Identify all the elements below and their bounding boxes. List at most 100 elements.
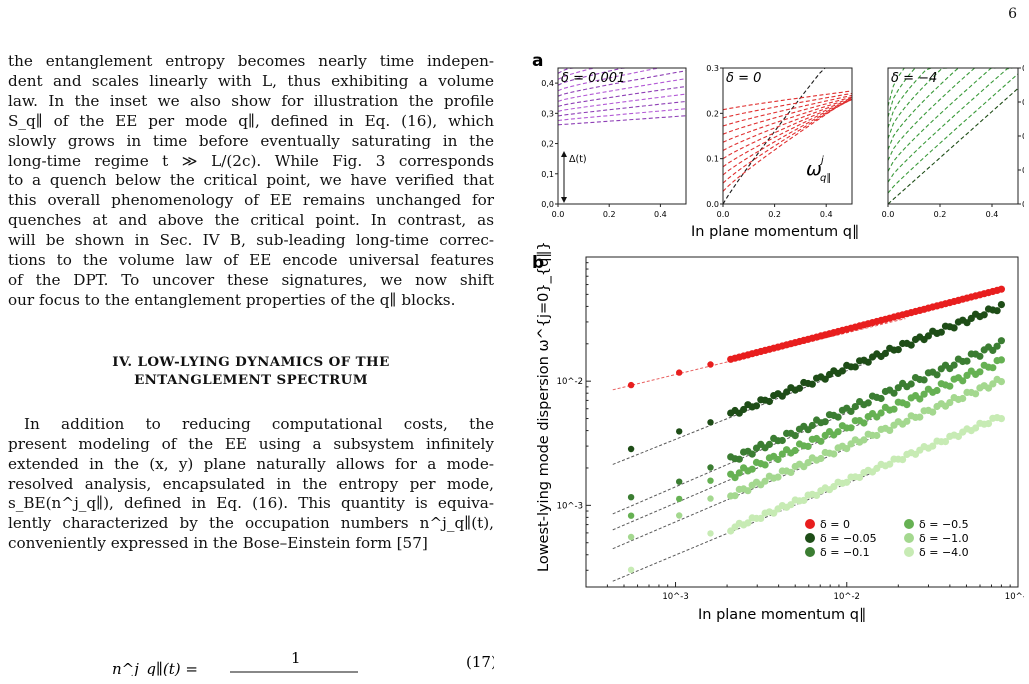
curve-a-left-7 [557, 67, 686, 92]
data-point [937, 328, 945, 336]
data-point [808, 380, 816, 388]
y-tick-label: 0.1 [706, 155, 719, 164]
y-tick-label: 10^-3 [557, 501, 583, 511]
y-tick-label: 0,0 [541, 200, 554, 209]
legend-marker [805, 519, 815, 529]
y-tick-label: 0.0 [706, 200, 719, 209]
text-line: law. In the inset we also show for illus… [8, 91, 494, 110]
data-point [707, 419, 714, 426]
data-point [886, 426, 894, 434]
text-line: tions to the volume law of EE encode uni… [8, 251, 494, 270]
curve-a-middle-0 [722, 67, 852, 205]
data-point [873, 431, 881, 440]
equation-number: (17) [466, 653, 494, 671]
text-line: lently characterized by the occupation n… [8, 514, 494, 533]
curve-a-left-0 [557, 115, 687, 126]
subpanel-a-right: 0.0 0.2 0.4 0.00 0.01 0.02 0.03 0.04 δ = −4 [882, 64, 1029, 219]
series-3 [612, 356, 1005, 531]
data-point [731, 492, 739, 500]
data-point [946, 382, 954, 390]
curve-a-left-5 [557, 78, 687, 102]
data-point [765, 397, 773, 406]
x-tick-label: 0.0 [552, 210, 565, 219]
panel-b-ylabel: Lowest-lying mode dispersion ω^{j=0}_{q∥… [536, 241, 552, 572]
data-point [933, 386, 941, 395]
data-point [950, 324, 958, 332]
figure-svg: a 0.0 0.2 0.40,00,10,20,30,4 δ = 0.001Δ(t)0… [532, 51, 1029, 623]
curve-a-right-0 [887, 87, 1019, 205]
curve-a-middle-7 [722, 97, 853, 143]
series-0 [612, 285, 1005, 391]
data-point [972, 390, 980, 398]
data-point [963, 357, 971, 365]
data-point [929, 442, 937, 450]
data-point [774, 473, 782, 481]
y-tick-label: 0.04 [1022, 64, 1024, 73]
data-point [847, 407, 855, 415]
section-heading-line-2: ENTANGLEMENT SPECTRUM [134, 371, 368, 388]
data-point [929, 408, 937, 416]
data-point [804, 442, 812, 450]
data-point [860, 436, 868, 444]
x-tick-label: 0.2 [603, 210, 616, 219]
data-point [907, 341, 915, 349]
text-line: extended in the (x, y) plane naturally a… [8, 454, 494, 473]
data-point [916, 395, 924, 403]
data-point [627, 381, 635, 389]
curve-a-left-4 [557, 85, 687, 107]
data-point [765, 440, 773, 448]
axes-frame [722, 67, 853, 205]
data-point [757, 514, 765, 522]
legend-label: δ = −4.0 [919, 546, 969, 559]
y-tick-label: 0,1 [541, 170, 554, 179]
text-line: of the DPT. To uncover these signatures,… [8, 270, 494, 289]
data-point [830, 450, 838, 458]
data-point [627, 512, 635, 519]
data-point [997, 378, 1005, 386]
y-tick-label: 0.01 [1022, 166, 1024, 175]
curve-a-middle-2 [722, 97, 853, 184]
data-point [864, 358, 872, 366]
data-point [899, 456, 907, 464]
curve-a-right-2 [887, 67, 1018, 183]
text-line: dent and scales linearly with L, thus ex… [8, 71, 494, 90]
data-point [821, 418, 829, 426]
data-point [886, 460, 894, 468]
fit-line [612, 360, 872, 465]
text-line: conveniently expressed in the Bose–Einst… [8, 534, 428, 553]
data-point [993, 307, 1001, 315]
data-point [752, 402, 761, 410]
text-line: s_BE(n^j_q∥), defined in Eq. (16). This … [8, 494, 494, 513]
text-line: to a quench below the critical point, we… [8, 171, 494, 190]
section-heading: IV. LOW-LYING DYNAMICS OF THE ENTANGLEME… [8, 353, 494, 389]
data-point [761, 461, 769, 469]
data-point [627, 494, 635, 501]
series-5 [612, 414, 1005, 582]
y-tick-label: 0,4 [541, 79, 554, 88]
data-point [707, 464, 714, 471]
data-point [903, 417, 911, 425]
text-column: the entanglement entropy becomes nearly … [8, 52, 494, 554]
data-point [916, 413, 924, 421]
data-point [890, 389, 898, 397]
omega-superscript: j [819, 155, 824, 166]
data-point [890, 405, 898, 413]
x-tick-label: 10^-3 [662, 592, 688, 602]
subpanel-a-middle: 0.0 0.2 0.4 0.0 0.1 0.2 0.3 δ = 0 ω j q∥ [706, 64, 853, 219]
data-point [894, 346, 902, 354]
x-tick-label: 10^-1 [1005, 592, 1024, 602]
data-point [627, 445, 635, 453]
data-point [787, 501, 795, 509]
legend-label: δ = −0.5 [919, 518, 969, 531]
panel-b: 10^-310^-210^-110^-310^-2δ = 0δ = −0.05δ… [557, 256, 1029, 602]
data-point [707, 530, 714, 537]
data-point [877, 409, 885, 417]
curve-a-middle-11 [722, 90, 853, 111]
data-point [838, 367, 846, 375]
panel-a-label: a [532, 51, 543, 71]
figure-dispersion: a 0.0 0.2 0.4 0,0 0,1 0,2 0,3 0,4 δ = 0.001 Δ(t) 0… [528, 50, 1029, 680]
data-point [676, 478, 683, 485]
legend-marker [904, 519, 914, 529]
curve-a-middle-8 [722, 96, 853, 135]
data-point [707, 361, 714, 368]
